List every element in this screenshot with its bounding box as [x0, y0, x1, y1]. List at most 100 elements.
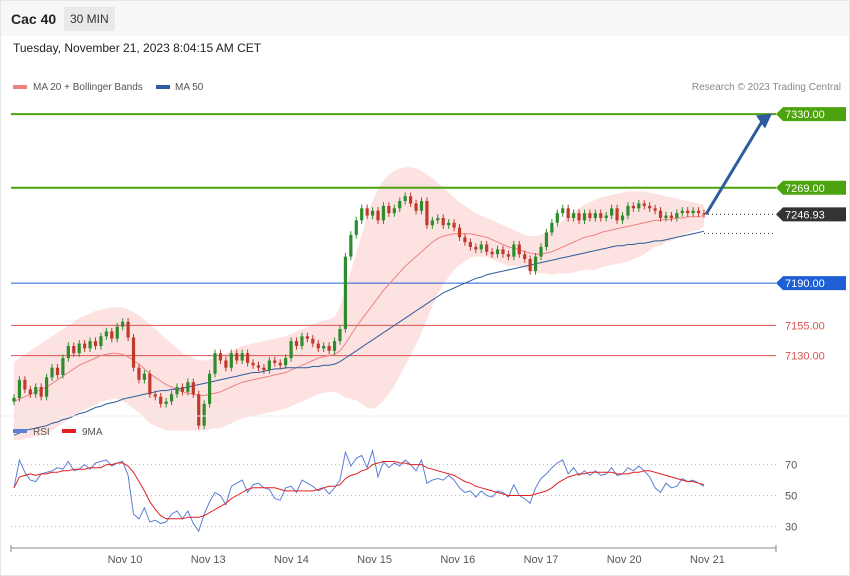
- candle: [680, 207, 684, 217]
- candle: [191, 378, 195, 398]
- timeframe-badge[interactable]: 30 MIN: [64, 7, 115, 31]
- candle: [55, 364, 60, 379]
- candle: [550, 219, 554, 237]
- candle: [229, 349, 233, 372]
- candle: [175, 383, 179, 398]
- candle: [343, 252, 348, 333]
- x-tick-label: Nov 10: [108, 554, 143, 566]
- bollinger-band-area: [14, 167, 704, 441]
- candle: [517, 240, 521, 258]
- candle: [675, 209, 679, 222]
- candle: [533, 252, 538, 275]
- candle: [658, 207, 663, 222]
- moving-averages: [13, 215, 705, 436]
- level-tag-label: 7330.00: [785, 109, 825, 121]
- rsi-grid: 30 50 70: [11, 460, 797, 534]
- rsi-ma-line: [13, 461, 705, 520]
- candle: [34, 383, 38, 398]
- candle: [126, 318, 130, 342]
- candle: [441, 214, 445, 229]
- level-tag-label: 7130.00: [785, 351, 825, 363]
- candle: [474, 243, 478, 253]
- candle: [523, 250, 527, 263]
- candle: [620, 211, 625, 224]
- candle: [572, 209, 576, 222]
- candle: [99, 332, 103, 350]
- rsi-lines: [13, 448, 705, 533]
- candle: [544, 228, 549, 251]
- rsi-tick-label: 70: [785, 460, 797, 472]
- candle: [284, 354, 288, 369]
- candle: [202, 400, 206, 430]
- ma50-line: [13, 230, 705, 436]
- projection-arrow: [704, 113, 772, 216]
- candle: [691, 207, 695, 217]
- candle: [653, 204, 657, 215]
- candle: [66, 342, 70, 362]
- candle: [153, 390, 157, 401]
- candle: [430, 216, 434, 229]
- candle: [490, 248, 494, 258]
- candle: [381, 202, 386, 224]
- candle: [631, 202, 635, 212]
- candle: [447, 219, 451, 229]
- candle: [686, 207, 690, 217]
- candle: [50, 364, 54, 381]
- candle: [197, 390, 201, 430]
- candle: [648, 202, 652, 212]
- candle: [696, 207, 701, 217]
- candle: [637, 199, 641, 212]
- candle: [300, 332, 304, 350]
- x-tick-label: Nov 17: [524, 554, 559, 566]
- candle: [392, 204, 396, 217]
- candle: [582, 209, 587, 224]
- candle: [39, 383, 43, 401]
- candle: [240, 349, 244, 365]
- candle: [316, 339, 320, 352]
- candle: [142, 370, 146, 384]
- candle: [218, 349, 223, 365]
- candle: [267, 356, 271, 374]
- level-tag-label: 7155.00: [785, 320, 825, 332]
- candle: [327, 342, 331, 355]
- x-tick-label: Nov 14: [274, 554, 309, 566]
- legend-label-ma50: MA 50: [175, 82, 204, 93]
- level-tag-label: 7246.93: [785, 209, 825, 221]
- candle: [110, 327, 114, 343]
- candle: [322, 342, 326, 352]
- candle: [365, 204, 369, 220]
- candle: [115, 323, 119, 343]
- candle: [615, 204, 619, 224]
- candle: [528, 255, 532, 275]
- price-levels: [11, 113, 776, 357]
- candle: [354, 216, 358, 239]
- candle: [180, 383, 185, 396]
- candle: [501, 245, 505, 258]
- candle: [403, 192, 407, 205]
- candle: [164, 397, 168, 408]
- candle: [121, 318, 125, 331]
- candle: [664, 211, 668, 222]
- bollinger-bands: [14, 167, 704, 441]
- candle: [566, 204, 570, 222]
- candle: [468, 238, 472, 251]
- candle: [61, 354, 65, 379]
- candle: [452, 219, 456, 232]
- candle: [349, 231, 353, 261]
- legend-swatch-ma20: [13, 85, 27, 89]
- candle: [148, 370, 152, 398]
- level-tag-label: 7269.00: [785, 183, 825, 195]
- candle: [294, 337, 299, 350]
- x-axis: Nov 10 Nov 13 Nov 14 Nov 15 Nov 16 Nov 17 Nov …: [10, 545, 777, 566]
- candle: [207, 370, 212, 408]
- rsi-tick-label: 50: [785, 491, 797, 503]
- candle: [370, 207, 375, 220]
- candle: [23, 376, 27, 394]
- candle: [169, 390, 174, 406]
- candle: [104, 327, 108, 340]
- legend-label-rsi: RSI: [33, 427, 50, 438]
- candle: [338, 325, 342, 345]
- candle: [311, 335, 315, 348]
- candle: [77, 339, 81, 357]
